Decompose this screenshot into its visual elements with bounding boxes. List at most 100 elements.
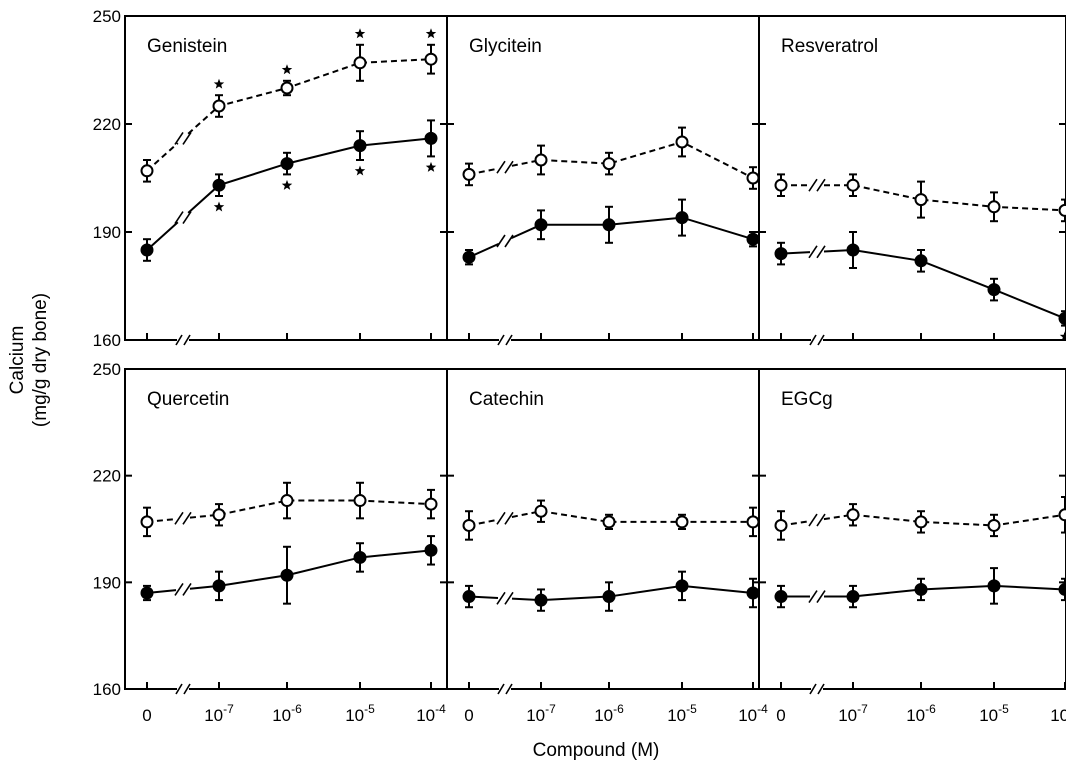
- panel-frame: [446, 15, 760, 341]
- series-open-point: [914, 193, 928, 207]
- series-filled-break-mark: [496, 234, 506, 248]
- axis-break-mark: [497, 334, 505, 346]
- series-filled-point: [675, 579, 689, 593]
- axis-break-gap: [811, 684, 823, 694]
- x-tick-label: 10-6: [272, 702, 302, 725]
- series-open-point: [534, 153, 548, 167]
- series-open-line: [146, 58, 432, 172]
- series-filled-break-mark: [816, 590, 826, 604]
- axis-break-gap: [177, 335, 189, 345]
- x-tick-label: 10-6: [906, 702, 936, 725]
- x-tick-label: 10-6: [594, 702, 624, 725]
- panel-title: Glycitein: [469, 36, 542, 57]
- significance-star: [354, 165, 366, 176]
- panel-resveratrol: Resveratrol: [758, 15, 1066, 346]
- series-open-break-mark: [496, 511, 506, 525]
- panel-glycitein: Glycitein: [446, 15, 760, 346]
- series-open-point: [280, 81, 294, 95]
- series-open-point: [602, 157, 616, 171]
- panel-frame: [758, 368, 1066, 690]
- axis-break-mark: [505, 683, 513, 695]
- series-filled-point: [602, 218, 616, 232]
- x-tick-label: 10-4: [1050, 702, 1066, 725]
- panel-title: Resveratrol: [781, 36, 878, 57]
- x-tick-label: 10-4: [738, 702, 768, 725]
- panel-egcg: EGCg 0 10-7 10-6 10-5 10-4: [758, 368, 1066, 725]
- series-filled-point: [534, 593, 548, 607]
- series-open-point: [1058, 203, 1066, 217]
- series-open-break-mark: [174, 511, 184, 525]
- y-tick-label: 220: [93, 467, 121, 486]
- axis-break-mark: [809, 334, 817, 346]
- series-filled-point: [534, 218, 548, 232]
- x-tick-label: 10-5: [345, 702, 375, 725]
- series-open-break-mark: [496, 160, 506, 174]
- series-filled-break-mark: [182, 211, 192, 225]
- series-filled-point: [774, 590, 788, 604]
- series-open-break-mark: [504, 160, 514, 174]
- x-tick-label: 10-5: [979, 702, 1009, 725]
- significance-star: [213, 201, 225, 212]
- panels-layer: Genistein 160 190 220 250 Glycitein Resveratro…: [93, 7, 1066, 725]
- series-filled-line: [146, 137, 432, 251]
- series-open-point: [424, 52, 438, 66]
- y-tick-label: 220: [93, 115, 121, 134]
- series-filled-point: [424, 543, 438, 557]
- series-open-point: [675, 515, 689, 529]
- series-filled-break-mark: [504, 234, 514, 248]
- axis-break-mark: [183, 683, 191, 695]
- series-open-point: [534, 504, 548, 518]
- series-open-point: [353, 56, 367, 70]
- significance-star: [425, 161, 437, 172]
- series-open-point: [140, 164, 154, 178]
- series-open-point: [746, 515, 760, 529]
- series-open-break-mark: [816, 513, 826, 527]
- significance-star: [281, 179, 293, 190]
- series-open-break-mark: [504, 511, 514, 525]
- series-filled-point: [846, 590, 860, 604]
- series-open-point: [774, 178, 788, 192]
- series-open-point: [774, 518, 788, 532]
- series-filled-point: [212, 178, 226, 192]
- y-axis-title-line1: Calcium: [7, 326, 28, 395]
- series-filled-point: [140, 586, 154, 600]
- axis-break-mark: [809, 683, 817, 695]
- axis-break-gap: [499, 684, 511, 694]
- panel-title: Catechin: [469, 389, 544, 410]
- series-filled-point: [280, 568, 294, 582]
- x-tick-label: 10-7: [838, 702, 868, 725]
- axis-break-mark: [183, 334, 191, 346]
- axis-break-mark: [817, 683, 825, 695]
- series-open-break-mark: [816, 178, 826, 192]
- axis-break-gap: [811, 335, 823, 345]
- y-tick-label: 190: [93, 573, 121, 592]
- series-open-point: [675, 135, 689, 149]
- series-filled-point: [353, 139, 367, 153]
- series-filled-break-mark: [816, 245, 826, 259]
- panel-title: Genistein: [147, 36, 227, 57]
- series-open-point: [280, 494, 294, 508]
- significance-star: [425, 28, 437, 39]
- series-filled-break-mark: [808, 245, 818, 259]
- series-filled-point: [462, 250, 476, 264]
- series-filled-point: [987, 579, 1001, 593]
- series-open-point: [987, 200, 1001, 214]
- axis-break-gap: [499, 335, 511, 345]
- series-filled-point: [140, 243, 154, 257]
- series-filled-point: [1058, 311, 1066, 325]
- series-open-break-mark: [808, 178, 818, 192]
- series-filled-break-mark: [496, 591, 506, 605]
- series-open-point: [140, 515, 154, 529]
- y-tick-label: 160: [93, 331, 121, 350]
- panel-frame: [124, 368, 448, 690]
- panel-genistein: Genistein 160 190 220 250: [93, 7, 448, 350]
- panel-title: Quercetin: [147, 389, 229, 410]
- y-tick-label: 160: [93, 680, 121, 699]
- series-filled-point: [602, 590, 616, 604]
- series-open-point: [353, 494, 367, 508]
- axis-break-mark: [505, 334, 513, 346]
- series-open-point: [212, 99, 226, 113]
- y-axis-title-line2: (mg/g dry bone): [30, 293, 51, 427]
- series-open-point: [846, 508, 860, 522]
